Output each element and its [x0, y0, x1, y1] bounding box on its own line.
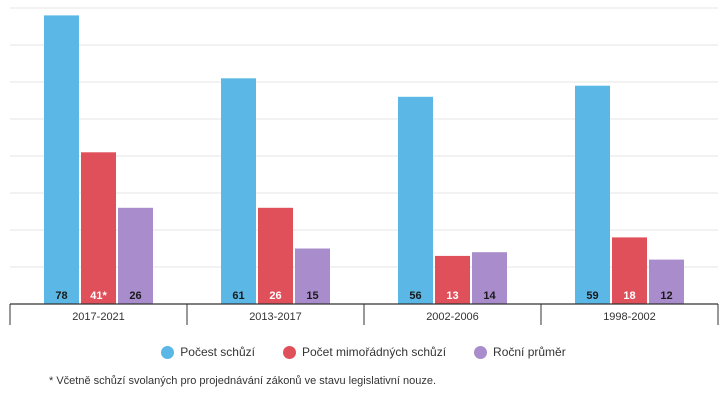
x-tick-label: 1998-2002: [603, 311, 656, 323]
bar: [221, 78, 256, 304]
bar-value-label: 14: [483, 290, 496, 302]
bar-value-label: 12: [660, 290, 672, 302]
x-tick-label: 2002-2006: [426, 311, 479, 323]
chart-legend: Počest schůzí Počet mimořádných schůzí R…: [0, 345, 727, 359]
legend-label-rocni-prumer: Roční průměr: [493, 345, 566, 359]
legend-label-pocet-schuzi: Počest schůzí: [180, 345, 255, 359]
bar-chart: 78 41* 26 61 26 15 56 13 14 59 18 12 2017-2021 2013-2…: [9, 7, 719, 325]
bar-value-label: 15: [306, 290, 318, 302]
bar-value-label: 18: [623, 290, 635, 302]
legend-item-rocni-prumer: Roční průměr: [474, 345, 566, 359]
bar-value-label: 41*: [90, 290, 107, 302]
legend-swatch-rocni-prumer: [474, 345, 488, 359]
bar: [295, 248, 330, 304]
bar: [81, 152, 116, 304]
bar: [44, 15, 79, 305]
bar-value-label: 56: [409, 290, 421, 302]
x-tick-label: 2017-2021: [72, 311, 125, 323]
bar: [575, 85, 610, 304]
chart-footnote: * Včetně schůzí svolaných pro projednává…: [49, 375, 437, 387]
bar: [649, 259, 684, 304]
bar-value-label: 59: [586, 290, 598, 302]
bar: [612, 237, 647, 304]
legend-swatch-mimoradne-schuze: [282, 345, 296, 359]
bar-value-label: 78: [55, 290, 67, 302]
bar-value-label: 61: [232, 290, 244, 302]
bar-value-label: 13: [446, 290, 458, 302]
legend-item-mimoradne-schuze: Počet mimořádných schůzí: [282, 345, 447, 359]
legend-label-mimoradne-schuze: Počet mimořádných schůzí: [301, 345, 447, 359]
bar: [118, 207, 153, 304]
bar: [258, 207, 293, 304]
bar: [435, 255, 470, 304]
bar-value-label: 26: [269, 290, 281, 302]
legend-item-pocet-schuzi: Počest schůzí: [161, 345, 255, 359]
bar: [472, 252, 507, 304]
legend-swatch-pocet-schuzi: [161, 345, 175, 359]
bar-value-label: 26: [129, 290, 141, 302]
x-tick-label: 2013-2017: [249, 311, 302, 323]
bar: [398, 96, 433, 304]
